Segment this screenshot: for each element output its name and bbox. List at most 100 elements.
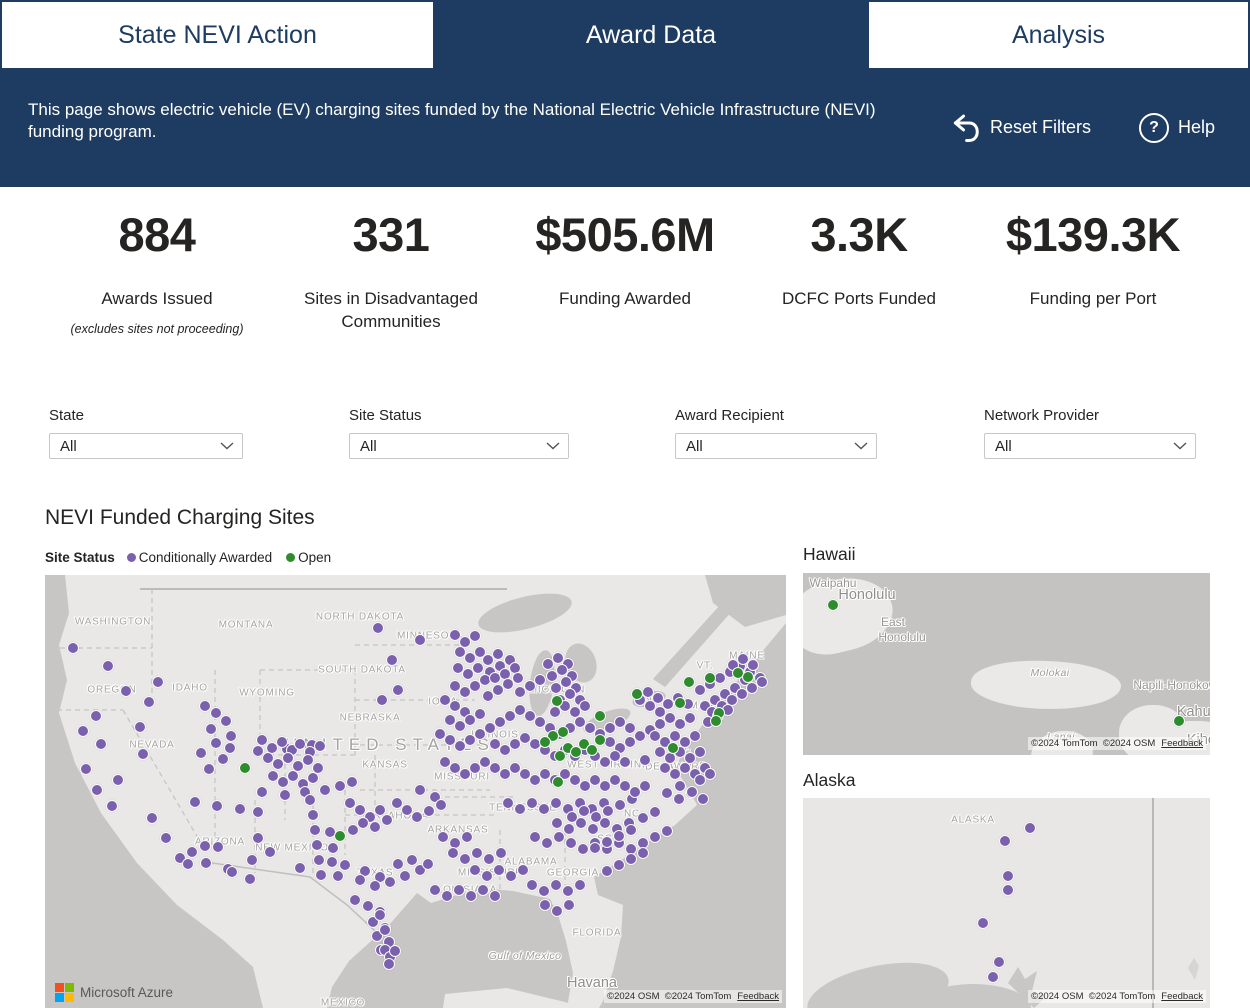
site-marker-conditionally-awarded[interactable]: [160, 832, 172, 844]
site-marker-conditionally-awarded[interactable]: [614, 716, 626, 728]
site-marker-conditionally-awarded[interactable]: [512, 672, 524, 684]
site-marker-conditionally-awarded[interactable]: [376, 694, 388, 706]
site-marker-conditionally-awarded[interactable]: [534, 674, 546, 686]
site-marker-conditionally-awarded[interactable]: [292, 760, 304, 772]
site-marker-conditionally-awarded[interactable]: [220, 715, 232, 727]
site-marker-conditionally-awarded[interactable]: [747, 659, 759, 671]
site-marker-conditionally-awarded[interactable]: [746, 682, 758, 694]
site-marker-conditionally-awarded[interactable]: [484, 722, 496, 734]
site-marker-conditionally-awarded[interactable]: [437, 831, 449, 843]
site-marker-conditionally-awarded[interactable]: [354, 874, 366, 886]
site-marker-conditionally-awarded[interactable]: [560, 676, 572, 688]
site-marker-conditionally-awarded[interactable]: [504, 710, 516, 722]
site-marker-open[interactable]: [594, 734, 606, 746]
site-marker-conditionally-awarded[interactable]: [224, 742, 236, 754]
site-marker-conditionally-awarded[interactable]: [374, 804, 386, 816]
site-marker-conditionally-awarded[interactable]: [639, 754, 651, 766]
site-marker-conditionally-awarded[interactable]: [339, 859, 351, 871]
site-marker-conditionally-awarded[interactable]: [392, 684, 404, 696]
site-marker-conditionally-awarded[interactable]: [77, 725, 89, 737]
site-marker-conditionally-awarded[interactable]: [625, 824, 637, 836]
site-marker-conditionally-awarded[interactable]: [354, 804, 366, 816]
site-marker-conditionally-awarded[interactable]: [689, 730, 701, 742]
site-marker-conditionally-awarded[interactable]: [474, 708, 486, 720]
site-marker-conditionally-awarded[interactable]: [262, 752, 274, 764]
site-marker-conditionally-awarded[interactable]: [391, 797, 403, 809]
site-marker-conditionally-awarded[interactable]: [217, 753, 229, 765]
site-marker-open[interactable]: [742, 671, 754, 683]
site-marker-conditionally-awarded[interactable]: [694, 774, 706, 786]
site-marker-conditionally-awarded[interactable]: [637, 812, 649, 824]
site-marker-open[interactable]: [239, 762, 251, 774]
site-marker-conditionally-awarded[interactable]: [312, 762, 324, 774]
tab-analysis[interactable]: Analysis: [867, 2, 1250, 68]
site-marker-conditionally-awarded[interactable]: [276, 736, 288, 748]
site-marker-conditionally-awarded[interactable]: [464, 652, 476, 664]
site-marker-open[interactable]: [674, 697, 686, 709]
site-marker-conditionally-awarded[interactable]: [519, 732, 531, 744]
site-marker-conditionally-awarded[interactable]: [1024, 822, 1036, 834]
site-marker-conditionally-awarded[interactable]: [199, 700, 211, 712]
site-marker-conditionally-awarded[interactable]: [539, 899, 551, 911]
site-marker-conditionally-awarded[interactable]: [344, 797, 356, 809]
site-marker-conditionally-awarded[interactable]: [146, 812, 158, 824]
site-marker-open[interactable]: [631, 688, 643, 700]
site-marker-conditionally-awarded[interactable]: [449, 700, 461, 712]
site-marker-conditionally-awarded[interactable]: [307, 809, 319, 821]
site-marker-conditionally-awarded[interactable]: [389, 945, 401, 957]
site-marker-conditionally-awarded[interactable]: [589, 774, 601, 786]
site-marker-conditionally-awarded[interactable]: [686, 786, 698, 798]
site-marker-conditionally-awarded[interactable]: [461, 831, 473, 843]
site-marker-conditionally-awarded[interactable]: [106, 800, 118, 812]
site-marker-conditionally-awarded[interactable]: [599, 780, 611, 792]
hawaii-map[interactable]: Waipahu Honolulu East Honolulu Molokai Napili…: [803, 573, 1210, 755]
site-marker-open[interactable]: [704, 672, 716, 684]
site-marker-conditionally-awarded[interactable]: [453, 884, 465, 896]
site-marker-conditionally-awarded[interactable]: [302, 754, 314, 766]
site-marker-conditionally-awarded[interactable]: [661, 787, 673, 799]
site-marker-conditionally-awarded[interactable]: [264, 846, 276, 858]
site-marker-conditionally-awarded[interactable]: [282, 752, 294, 764]
site-marker-conditionally-awarded[interactable]: [334, 780, 346, 792]
site-marker-conditionally-awarded[interactable]: [644, 700, 656, 712]
site-marker-conditionally-awarded[interactable]: [203, 763, 215, 775]
site-marker-conditionally-awarded[interactable]: [619, 756, 631, 768]
site-marker-conditionally-awarded[interactable]: [464, 714, 476, 726]
site-marker-conditionally-awarded[interactable]: [563, 823, 575, 835]
site-marker-conditionally-awarded[interactable]: [256, 786, 268, 798]
site-marker-conditionally-awarded[interactable]: [577, 843, 589, 855]
site-marker-conditionally-awarded[interactable]: [327, 842, 339, 854]
site-marker-conditionally-awarded[interactable]: [694, 684, 706, 696]
site-marker-conditionally-awarded[interactable]: [210, 737, 222, 749]
site-marker-conditionally-awarded[interactable]: [1002, 870, 1014, 882]
site-marker-conditionally-awarded[interactable]: [697, 793, 709, 805]
site-marker-conditionally-awarded[interactable]: [494, 716, 506, 728]
site-marker-conditionally-awarded[interactable]: [210, 707, 222, 719]
site-marker-conditionally-awarded[interactable]: [362, 900, 374, 912]
site-marker-conditionally-awarded[interactable]: [654, 746, 666, 758]
site-marker-conditionally-awarded[interactable]: [349, 894, 361, 906]
site-marker-conditionally-awarded[interactable]: [411, 811, 423, 823]
site-marker-conditionally-awarded[interactable]: [226, 866, 238, 878]
site-marker-conditionally-awarded[interactable]: [509, 762, 521, 774]
site-marker-conditionally-awarded[interactable]: [526, 879, 538, 891]
site-marker-conditionally-awarded[interactable]: [309, 824, 321, 836]
site-marker-conditionally-awarded[interactable]: [587, 823, 599, 835]
site-marker-conditionally-awarded[interactable]: [381, 814, 393, 826]
site-marker-open[interactable]: [1173, 715, 1185, 727]
site-marker-conditionally-awarded[interactable]: [579, 780, 591, 792]
site-marker-conditionally-awarded[interactable]: [609, 774, 621, 786]
site-marker-conditionally-awarded[interactable]: [439, 694, 451, 706]
site-marker-conditionally-awarded[interactable]: [674, 780, 686, 792]
site-marker-conditionally-awarded[interactable]: [551, 817, 563, 829]
site-marker-conditionally-awarded[interactable]: [517, 864, 529, 876]
main-map[interactable]: WASHINGTON MONTANA NORTH DAKOTA MINNESOTA OR…: [45, 575, 786, 1008]
site-marker-conditionally-awarded[interactable]: [459, 768, 471, 780]
site-marker-conditionally-awarded[interactable]: [654, 706, 666, 718]
site-marker-conditionally-awarded[interactable]: [684, 752, 696, 764]
site-marker-conditionally-awarded[interactable]: [637, 847, 649, 859]
site-marker-conditionally-awarded[interactable]: [454, 740, 466, 752]
site-marker-conditionally-awarded[interactable]: [541, 837, 553, 849]
site-marker-conditionally-awarded[interactable]: [447, 847, 459, 859]
site-marker-conditionally-awarded[interactable]: [200, 857, 212, 869]
